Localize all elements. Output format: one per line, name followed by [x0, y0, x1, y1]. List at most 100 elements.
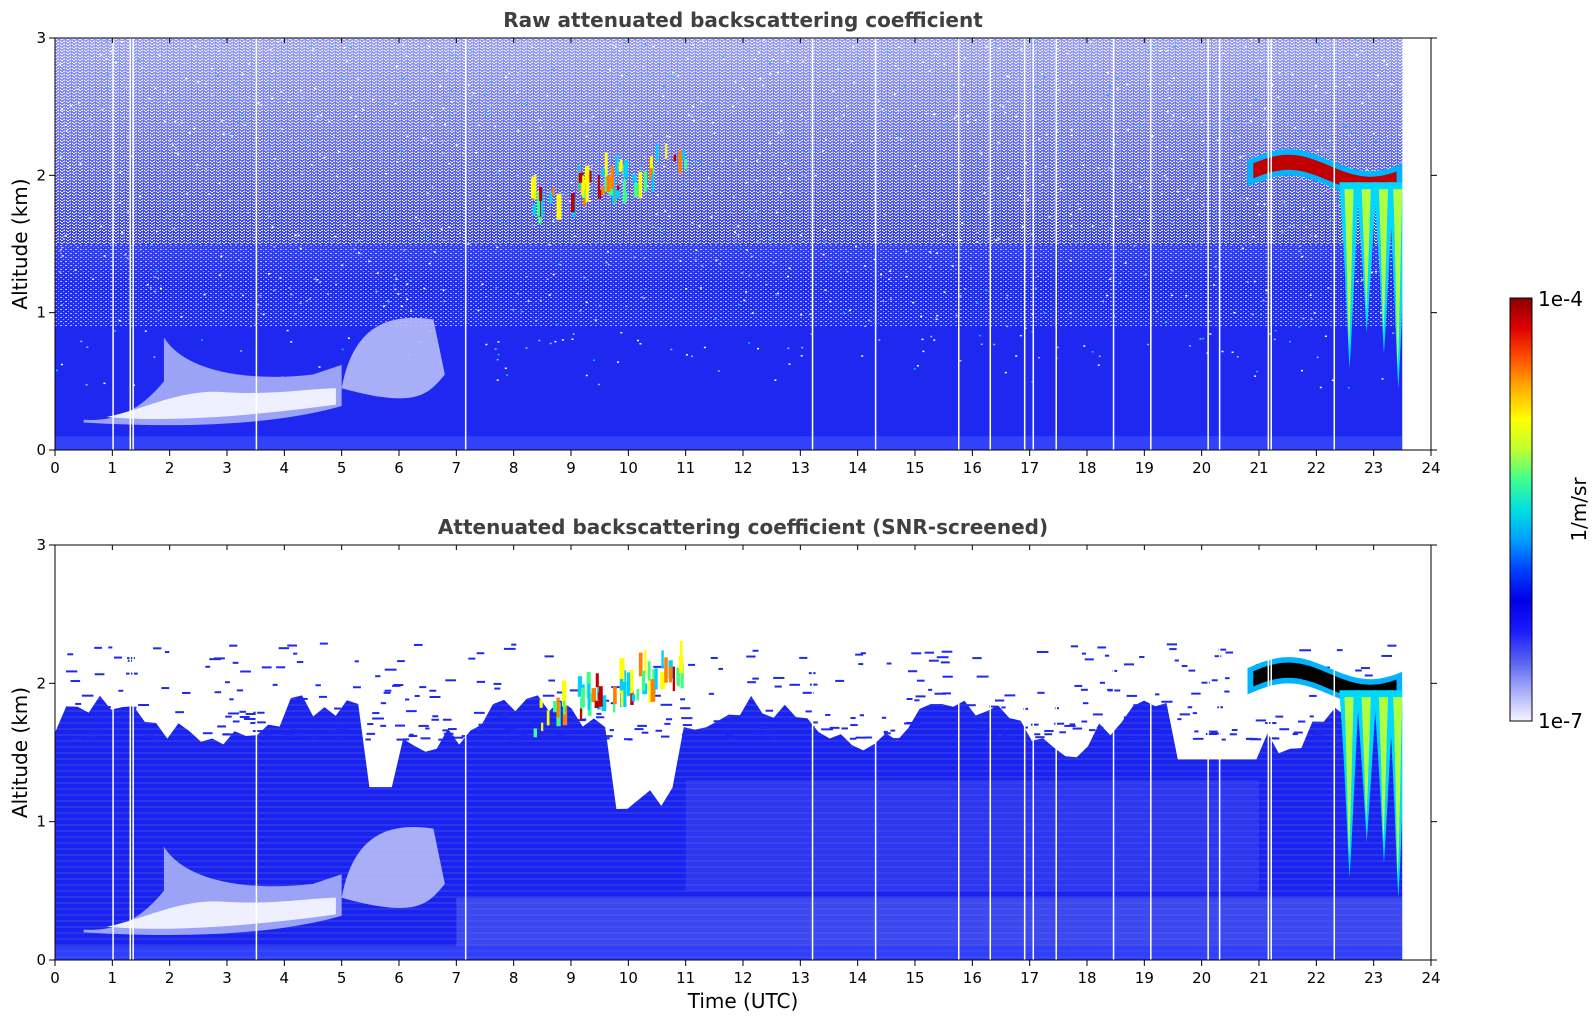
speckle: [1166, 178, 1169, 180]
speckle: [1070, 134, 1073, 137]
panel-raw: Raw attenuated backscattering coefficien…: [8, 8, 1441, 477]
speckle: [672, 75, 675, 78]
speckle: [1109, 42, 1112, 45]
speckle: [1314, 221, 1317, 224]
x-tick-label: 20: [1192, 459, 1211, 477]
speckle: [929, 70, 932, 72]
x-tick-label: 19: [1135, 969, 1154, 987]
fragment: [1255, 719, 1266, 722]
speckle: [780, 120, 783, 122]
fragment: [602, 735, 613, 738]
speckle: [968, 91, 971, 94]
speckle: [1056, 78, 1059, 80]
fragment: [967, 704, 976, 707]
speckles: [55, 38, 1403, 389]
speckle: [489, 104, 492, 107]
speckle: [1166, 49, 1169, 52]
speckle: [1033, 41, 1036, 43]
x-tick-label: 0: [50, 969, 60, 987]
speckle: [205, 167, 208, 170]
fragment: [1035, 736, 1045, 739]
speckle: [894, 113, 897, 116]
fragment: [1207, 730, 1218, 733]
speckle: [475, 151, 478, 154]
x-tick-label: 12: [733, 969, 752, 987]
speckle: [431, 198, 434, 201]
speckle: [406, 283, 409, 285]
cloud-cell: [612, 178, 616, 205]
speckle: [966, 76, 969, 78]
speckle: [1314, 85, 1317, 87]
speckle: [1147, 343, 1150, 346]
speckle: [538, 119, 541, 122]
speckle: [422, 137, 425, 139]
cloud-cell: [684, 159, 688, 170]
speckle: [516, 91, 519, 94]
speckle: [428, 262, 431, 265]
fragment: [334, 707, 341, 710]
speckle: [922, 199, 925, 201]
speckle: [744, 104, 747, 106]
speckle: [1070, 225, 1073, 227]
speckle: [685, 354, 688, 356]
speckle: [497, 353, 500, 356]
speckle: [1168, 82, 1171, 85]
speckle: [480, 170, 483, 172]
speckle: [162, 172, 165, 175]
speckle: [126, 257, 129, 260]
speckle: [290, 138, 293, 141]
data-gap: [874, 38, 877, 450]
speckle: [921, 338, 924, 341]
speckle: [372, 66, 375, 69]
speckle: [677, 75, 680, 77]
speckle: [88, 117, 91, 120]
speckle: [748, 342, 751, 344]
speckle: [1111, 142, 1114, 145]
speckle: [278, 203, 281, 206]
fragment: [789, 683, 800, 686]
fragment: [849, 737, 857, 740]
fragment: [1080, 688, 1088, 691]
fragment: [951, 738, 960, 741]
speckle: [1143, 120, 1146, 122]
fragment: [1002, 737, 1013, 740]
x-tick-label: 14: [848, 459, 867, 477]
chart-title-raw: Raw attenuated backscattering coefficien…: [503, 8, 983, 32]
fragment: [473, 711, 485, 714]
speckle: [861, 355, 864, 357]
cloud-cell: [540, 191, 544, 216]
speckle: [947, 99, 950, 101]
cloud-cell: [678, 150, 682, 174]
speckle: [169, 139, 172, 141]
cloud-cell: [678, 655, 684, 674]
fragment: [352, 686, 361, 689]
speckle: [334, 235, 337, 238]
speckle: [330, 240, 333, 242]
speckle: [684, 183, 687, 186]
fragment: [318, 695, 328, 698]
speckle: [1109, 85, 1112, 88]
speckle: [400, 149, 403, 151]
fragment: [985, 727, 991, 730]
speckle: [149, 287, 152, 289]
speckle: [843, 312, 846, 314]
speckle: [1320, 56, 1323, 59]
speckle: [234, 107, 237, 109]
speckle: [959, 295, 962, 297]
fragment: [928, 688, 933, 691]
speckle: [921, 61, 924, 63]
fragment: [989, 705, 997, 708]
speckle: [1069, 312, 1072, 315]
speckle: [800, 114, 803, 117]
x-tick-label: 21: [1249, 969, 1268, 987]
speckle: [1168, 97, 1171, 99]
speckle: [637, 339, 640, 342]
speckle: [736, 102, 739, 104]
speckle: [1097, 167, 1100, 169]
x-tick-label: 7: [452, 969, 462, 987]
lower-band: [456, 897, 1403, 947]
speckle: [621, 74, 624, 77]
speckle: [494, 348, 497, 350]
speckle: [959, 181, 962, 184]
speckle: [730, 111, 733, 113]
